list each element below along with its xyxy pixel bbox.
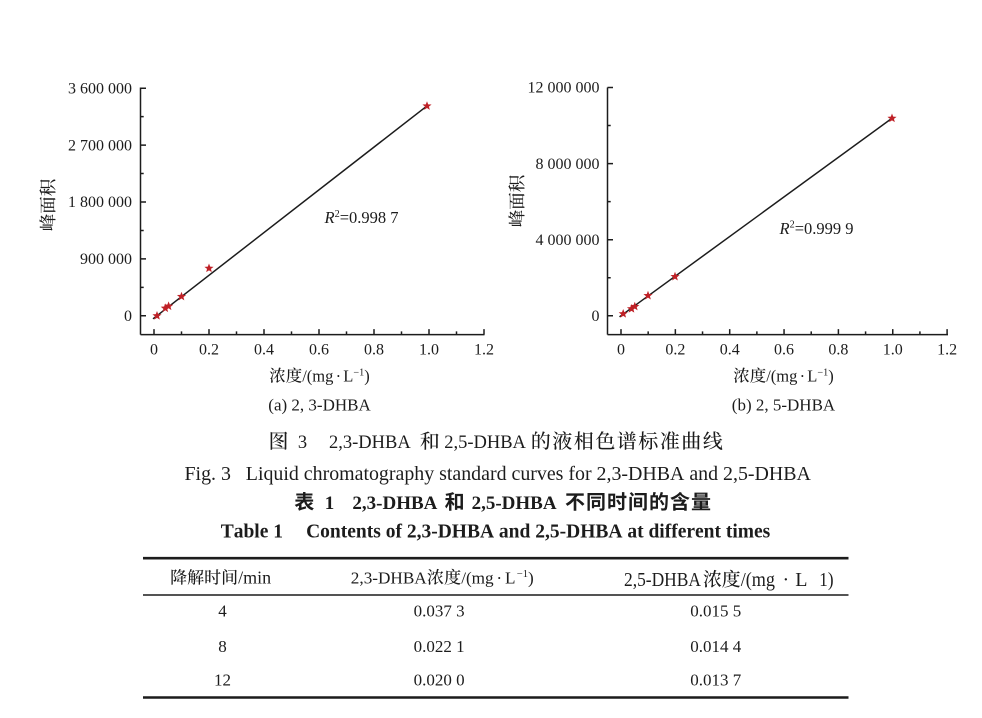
svg-text:/(mg: /(mg [302, 367, 333, 386]
svg-text:2: 2 [335, 209, 340, 220]
svg-text:1: 1 [325, 493, 335, 514]
svg-text:1.0: 1.0 [419, 342, 439, 359]
svg-text:0.020 0: 0.020 0 [414, 670, 465, 689]
svg-text:2,3-DHBA: 2,3-DHBA [329, 433, 411, 453]
svg-text:1.2: 1.2 [474, 342, 494, 359]
svg-text:12: 12 [214, 670, 231, 689]
svg-text:L: L [343, 367, 353, 386]
svg-text:): ) [528, 568, 534, 587]
svg-text:L: L [795, 569, 807, 591]
svg-text:R: R [779, 219, 790, 238]
svg-text:2: 2 [790, 220, 795, 231]
svg-text:Liquid chromatography standard: Liquid chromatography standard curves fo… [246, 463, 812, 485]
svg-text:=0.999 9: =0.999 9 [795, 219, 854, 238]
svg-text:(a) 2, 3-DHBA: (a) 2, 3-DHBA [268, 396, 371, 415]
svg-text:R: R [324, 208, 335, 227]
svg-text:0.022 1: 0.022 1 [414, 637, 465, 656]
svg-text:=0.998 7: =0.998 7 [340, 208, 399, 227]
svg-text:0: 0 [124, 308, 132, 325]
svg-text:(b) 2, 5-DHBA: (b) 2, 5-DHBA [732, 396, 836, 415]
svg-text:/(mg: /(mg [461, 568, 494, 587]
svg-text:·: · [800, 367, 806, 386]
svg-text:0.6: 0.6 [774, 342, 794, 359]
svg-text:−1: −1 [353, 367, 364, 378]
svg-text:−1: −1 [817, 367, 828, 378]
svg-text:Fig. 3: Fig. 3 [185, 463, 231, 485]
svg-text:−1: −1 [517, 568, 528, 580]
svg-text:): ) [828, 367, 834, 386]
svg-text:1.0: 1.0 [883, 342, 903, 359]
svg-text:4: 4 [218, 602, 227, 621]
svg-text:1 800 000: 1 800 000 [68, 194, 132, 211]
svg-text:0.4: 0.4 [254, 342, 274, 359]
svg-text:1): 1) [819, 569, 833, 591]
svg-text:0: 0 [617, 342, 625, 359]
svg-text:0.015 5: 0.015 5 [690, 602, 741, 621]
svg-text:·: · [783, 569, 790, 591]
svg-text:3: 3 [298, 433, 307, 453]
svg-text:/(mg: /(mg [741, 569, 775, 591]
svg-text:0.2: 0.2 [665, 342, 685, 359]
svg-text:0.8: 0.8 [364, 342, 384, 359]
svg-text:0.4: 0.4 [720, 342, 740, 359]
svg-text:/(mg: /(mg [766, 367, 797, 386]
svg-text:2,3-DHBA: 2,3-DHBA [352, 493, 437, 514]
svg-text:·: · [336, 367, 342, 386]
svg-text:): ) [364, 367, 370, 386]
svg-text:2,3-DHBA: 2,3-DHBA [351, 568, 427, 587]
svg-text:2,5-DHBA: 2,5-DHBA [444, 433, 526, 453]
svg-text:3 600 000: 3 600 000 [68, 80, 132, 97]
svg-text:0.8: 0.8 [828, 342, 848, 359]
svg-text:2,5-DHBA: 2,5-DHBA [472, 493, 557, 514]
svg-text:Contents of 2,3-DHBA and 2,5-D: Contents of 2,3-DHBA and 2,5-DHBA at dif… [306, 522, 771, 543]
svg-text:L: L [807, 367, 817, 386]
svg-text:900 000: 900 000 [80, 251, 132, 268]
svg-text:1.2: 1.2 [937, 342, 957, 359]
svg-text:0: 0 [592, 308, 600, 325]
svg-text:0.014 4: 0.014 4 [690, 637, 742, 656]
svg-text:2,5-DHBA: 2,5-DHBA [624, 569, 701, 591]
svg-text:Table 1: Table 1 [221, 522, 283, 543]
svg-text:0: 0 [150, 342, 158, 359]
svg-text:8: 8 [218, 637, 227, 656]
svg-text:0.2: 0.2 [199, 342, 219, 359]
svg-text:4 000 000: 4 000 000 [536, 232, 600, 249]
svg-text:·: · [496, 568, 502, 587]
svg-text:L: L [505, 568, 516, 587]
svg-text:12 000 000: 12 000 000 [528, 80, 600, 97]
svg-text:8 000 000: 8 000 000 [536, 156, 600, 173]
svg-text:/min: /min [238, 567, 271, 587]
svg-text:0.013 7: 0.013 7 [690, 670, 742, 689]
svg-text:0.037 3: 0.037 3 [414, 602, 465, 621]
svg-text:2 700 000: 2 700 000 [68, 137, 132, 154]
svg-text:0.6: 0.6 [309, 342, 329, 359]
